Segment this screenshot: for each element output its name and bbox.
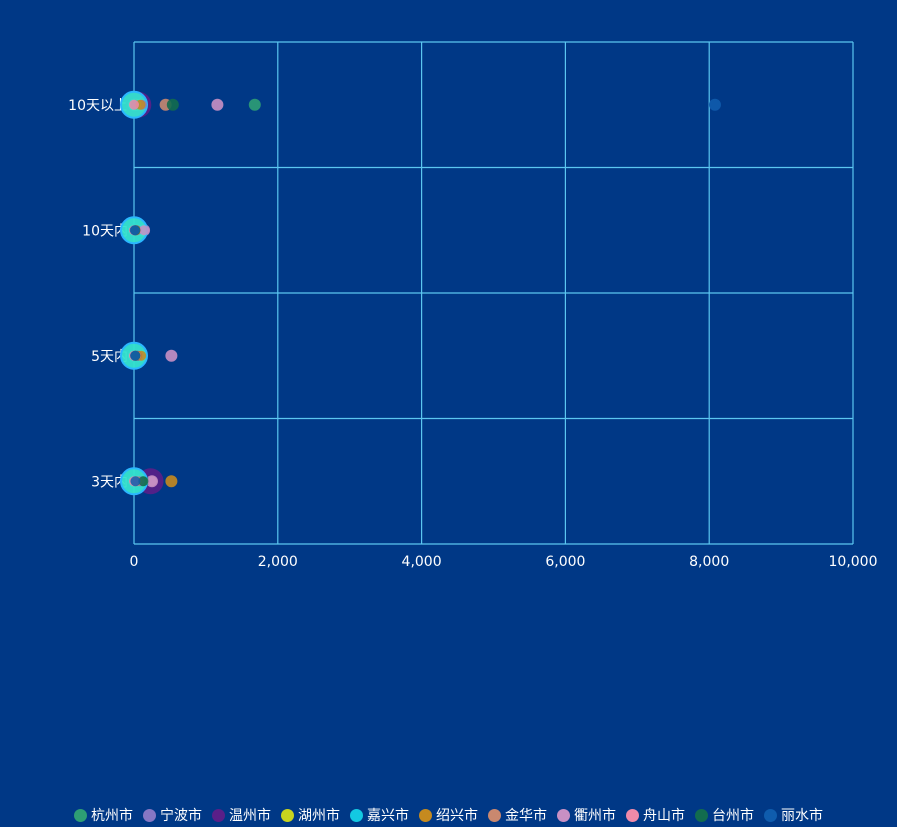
scatter-point: [138, 476, 149, 487]
legend-item[interactable]: 杭州市: [74, 805, 133, 825]
scatter-point: [708, 98, 721, 111]
legend-label: 台州市: [712, 808, 754, 824]
scatter-point: [129, 99, 139, 110]
legend-swatch: [212, 808, 225, 822]
legend-label: 金华市: [505, 808, 547, 824]
legend-label: 舟山市: [643, 808, 685, 824]
legend-item[interactable]: 绍兴市: [419, 805, 478, 825]
legend-swatch: [419, 808, 432, 822]
legend-label: 丽水市: [781, 808, 823, 824]
legend-swatch: [557, 808, 570, 822]
scatter-point: [165, 349, 178, 362]
scatter-point: [248, 98, 261, 111]
scatter-point: [130, 476, 141, 487]
y-tick-label: 10天内: [82, 223, 128, 239]
legend-swatch: [143, 808, 156, 822]
x-tick-label: 8,000: [689, 554, 729, 570]
legend-label: 嘉兴市: [367, 808, 409, 824]
legend-label: 杭州市: [91, 808, 133, 824]
legend-item[interactable]: 丽水市: [764, 805, 823, 825]
legend-swatch: [626, 808, 639, 822]
legend-label: 宁波市: [160, 808, 202, 824]
x-tick-label: 0: [130, 554, 139, 570]
scatter-point: [139, 225, 150, 236]
legend-swatch: [281, 808, 294, 822]
legend: 杭州市 宁波市 温州市 湖州市 嘉兴市 绍兴市 金华市 衢州市 舟山市 台州市 丽水市: [0, 804, 897, 826]
y-tick-label: 3天内: [91, 474, 128, 490]
scatter-point: [129, 225, 140, 236]
legend-label: 绍兴市: [436, 808, 478, 824]
legend-swatch: [695, 808, 708, 822]
legend-swatch: [488, 808, 501, 822]
y-tick-label: 10天以上: [68, 98, 128, 114]
scatter-point: [130, 350, 141, 361]
x-tick-label: 4,000: [402, 554, 442, 570]
legend-swatch: [74, 808, 87, 822]
x-tick-label: 10,000: [829, 554, 878, 570]
legend-item[interactable]: 衢州市: [557, 805, 616, 825]
legend-label: 湖州市: [298, 808, 340, 824]
legend-item[interactable]: 湖州市: [281, 805, 340, 825]
scatter-point: [146, 476, 157, 487]
scatter-point: [165, 475, 178, 488]
scatter-point: [166, 98, 179, 111]
legend-item[interactable]: 宁波市: [143, 805, 202, 825]
legend-label: 衢州市: [574, 808, 616, 824]
legend-label: 温州市: [229, 808, 271, 824]
x-tick-label: 2,000: [258, 554, 298, 570]
legend-item[interactable]: 嘉兴市: [350, 805, 409, 825]
y-tick-label: 5天内: [91, 349, 128, 365]
legend-swatch: [350, 808, 363, 822]
x-tick-label: 6,000: [545, 554, 585, 570]
legend-item[interactable]: 温州市: [212, 805, 271, 825]
legend-item[interactable]: 金华市: [488, 805, 547, 825]
scatter-point: [211, 98, 224, 111]
legend-item[interactable]: 台州市: [695, 805, 754, 825]
legend-swatch: [764, 808, 777, 822]
legend-item[interactable]: 舟山市: [626, 805, 685, 825]
